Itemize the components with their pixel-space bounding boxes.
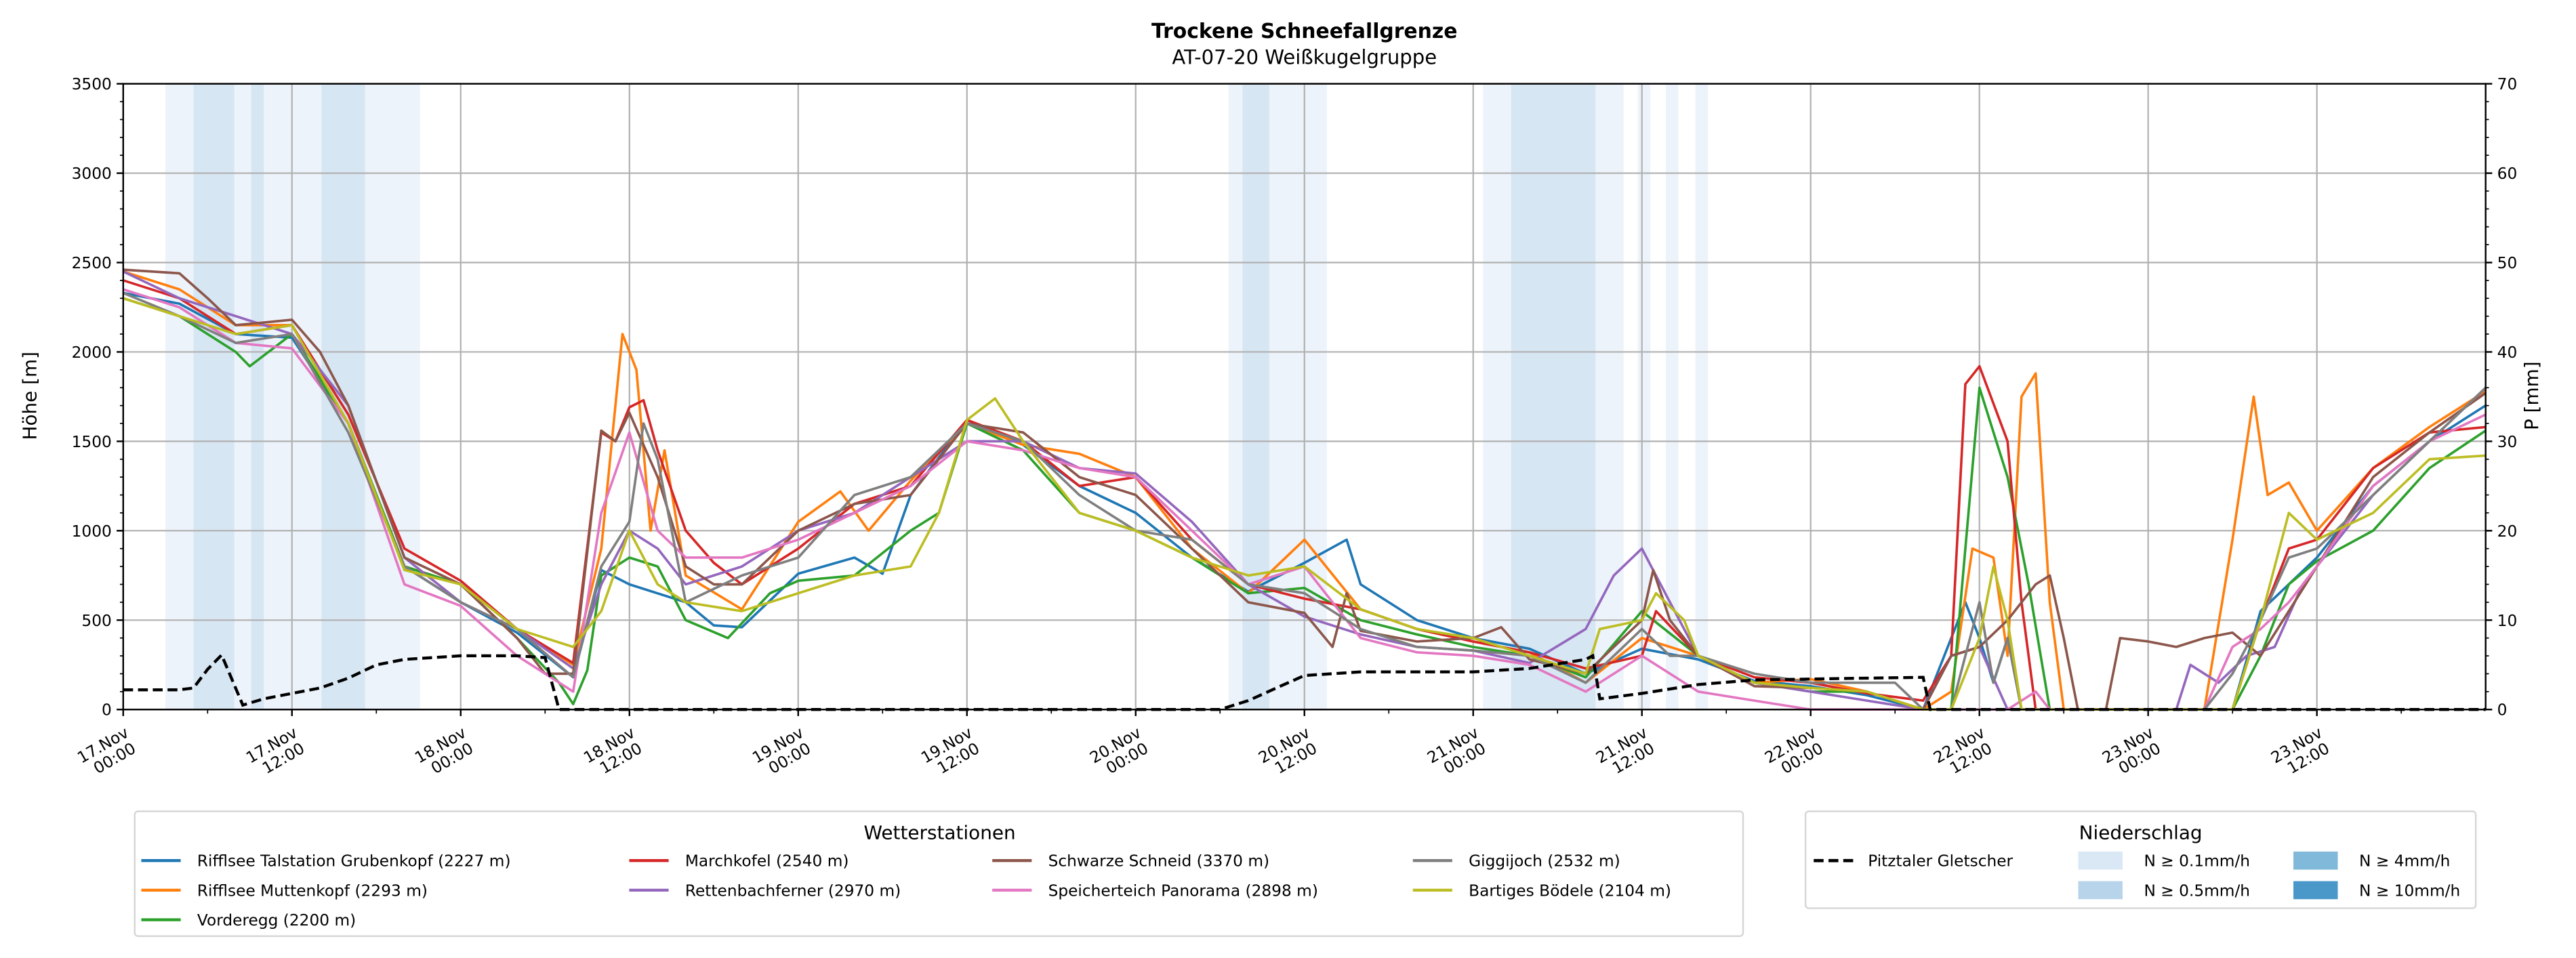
series-line (123, 297, 2486, 711)
series-line (123, 268, 2487, 711)
legend-item-label: Giggijoch (2532 m) (1469, 852, 1620, 871)
y-right-tick-label: 0 (2497, 701, 2508, 720)
legend-precip-swatch (2078, 881, 2123, 900)
y-right-tick-label: 70 (2497, 75, 2518, 93)
legend-precip-swatch (2293, 851, 2338, 870)
legend-item-label: N ≥ 0.1mm/h (2144, 852, 2250, 871)
legend-stations: Wetterstationen Rifflsee Talstation Grub… (134, 810, 1744, 937)
legend-item-label: Marchkofel (2540 m) (685, 852, 849, 871)
legend-item-label: Rettenbachferner (2970 m) (685, 881, 901, 900)
legend-precip-swatch (2078, 851, 2123, 870)
legend-item-label: Bartiges Bödele (2104 m) (1469, 881, 1671, 900)
y-tick-label: 0 (102, 701, 112, 720)
legend-stations-title: Wetterstationen (864, 822, 1016, 844)
y-tick-label: 2000 (72, 343, 112, 362)
x-tick-label: 18.Nov12:00 (581, 724, 647, 783)
legend-precip-swatch (2293, 881, 2338, 900)
y-tick-label: 1000 (72, 522, 112, 541)
x-tick-label: 20.Nov12:00 (1256, 724, 1322, 783)
precip-band (1637, 83, 1651, 710)
legend-precip: Niederschlag Pitztaler Gletscher N ≥ 0.1… (1804, 810, 2477, 909)
precip-band (1511, 83, 1596, 710)
x-tick-label: 23.Nov00:00 (2100, 724, 2166, 783)
y-tick-label: 500 (81, 612, 111, 630)
precip-band (193, 83, 234, 710)
legend-item-label: N ≥ 0.5mm/h (2144, 881, 2250, 900)
x-tick-label: 17.Nov12:00 (243, 724, 310, 783)
y-tick-label: 1500 (72, 433, 112, 451)
legend-item-label: Vorderegg (2200 m) (197, 911, 356, 930)
y-right-tick-label: 60 (2497, 165, 2518, 183)
x-tick-label: 19.Nov12:00 (918, 724, 985, 783)
chart-subtitle: AT-07-20 Weißkugelgruppe (1172, 46, 1437, 69)
y-right-tick-label: 40 (2497, 343, 2518, 362)
y-right-tick-label: 10 (2497, 612, 2518, 630)
y-right-tick-label: 50 (2497, 254, 2518, 272)
precip-band (1665, 83, 1679, 710)
x-tick-label: 23.Nov12:00 (2268, 724, 2335, 783)
y-axis-label: Höhe [m] (18, 352, 41, 440)
x-tick-label: 17.Nov00:00 (75, 724, 141, 783)
legend-item-label: N ≥ 4mm/h (2359, 852, 2450, 871)
x-tick-label: 18.Nov00:00 (412, 724, 478, 783)
precip-bands (165, 83, 1709, 710)
chart-title: Trockene Schneefallgrenze (1151, 20, 1457, 43)
y-tick-label: 3000 (72, 165, 112, 183)
x-tick-label: 21.Nov00:00 (1425, 724, 1491, 783)
legend-precip-title: Niederschlag (2079, 822, 2203, 844)
x-tick-label: 21.Nov12:00 (1593, 724, 1660, 783)
y-axis-right-label: P [mm] (2520, 361, 2543, 430)
legend-item-label: Pitztaler Gletscher (1868, 852, 2013, 871)
x-tick-label: 22.Nov12:00 (1931, 724, 1997, 783)
legend-item-label: Rifflsee Talstation Grubenkopf (2227 m) (197, 852, 511, 871)
x-tick-label: 19.Nov00:00 (750, 724, 816, 783)
y-right-tick-label: 30 (2497, 433, 2518, 451)
precip-band (1242, 83, 1269, 710)
legend-item-label: Speicherteich Panorama (2898 m) (1048, 881, 1318, 900)
legend-item-label: Rifflsee Muttenkopf (2293 m) (197, 881, 428, 900)
x-tick-label: 20.Nov00:00 (1087, 724, 1153, 783)
precip-band (251, 83, 264, 710)
y-right-tick-label: 20 (2497, 522, 2518, 541)
y-tick-label: 3500 (72, 75, 112, 93)
legend-item-label: N ≥ 10mm/h (2359, 881, 2460, 900)
legend-item-label: Schwarze Schneid (3370 m) (1048, 852, 1270, 871)
x-tick-label: 22.Nov00:00 (1762, 724, 1828, 783)
y-tick-label: 2500 (72, 254, 112, 272)
precip-band (1695, 83, 1709, 710)
